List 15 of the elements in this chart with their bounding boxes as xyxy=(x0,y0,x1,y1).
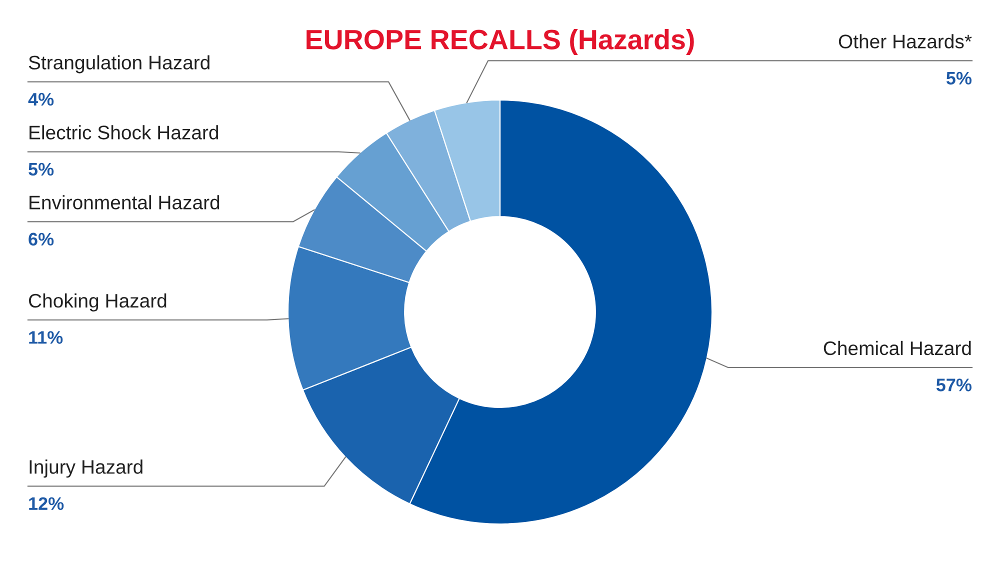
data-label: 11% xyxy=(29,331,63,344)
data-label: 4% xyxy=(28,92,54,106)
data-label: 6% xyxy=(28,232,54,246)
slice-label: Other Hazards* xyxy=(838,34,972,48)
slice-label: Strangulation Hazard xyxy=(28,55,210,74)
slice-label: Electric Shock Hazard xyxy=(30,125,218,140)
slice-label: Injury Hazard xyxy=(30,460,142,478)
slice-label: Choking Hazard xyxy=(28,293,166,312)
slice-label: Chemical Hazard xyxy=(824,340,971,356)
data-label: 12% xyxy=(29,497,64,510)
data-label: 57% xyxy=(936,378,972,392)
data-label: 5% xyxy=(28,162,54,176)
slice-label: Environmental Hazard xyxy=(30,195,220,210)
chart-title: EUROPE RECALLS (Hazards) xyxy=(306,29,694,55)
data-label: 5% xyxy=(946,72,972,85)
